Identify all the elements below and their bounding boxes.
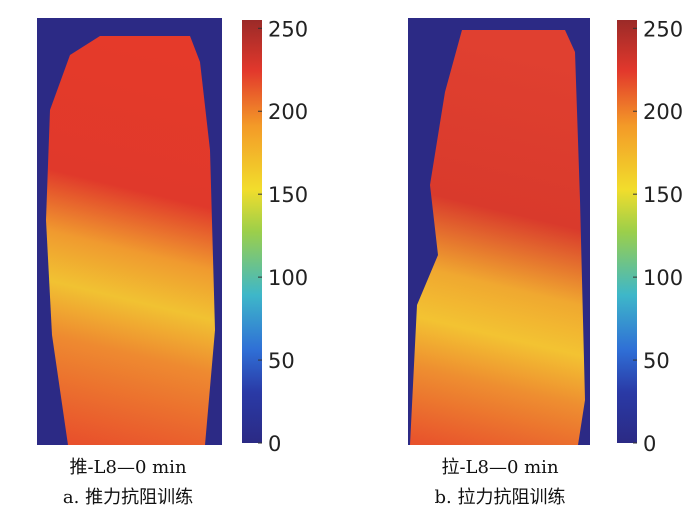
colorbar-tick-label: 150 bbox=[268, 183, 308, 207]
colorbar bbox=[242, 20, 262, 443]
colorbar bbox=[617, 20, 637, 443]
colorbar-tick-label: 200 bbox=[643, 100, 683, 124]
colorbar-tick-label: 150 bbox=[643, 183, 683, 207]
colorbar-tick-label: 0 bbox=[643, 432, 656, 456]
heatmap-b bbox=[408, 18, 590, 445]
caption: a. 推力抗阻训练 bbox=[63, 487, 193, 508]
colorbar-tick-label: 200 bbox=[268, 100, 308, 124]
heatmap-a bbox=[37, 18, 222, 445]
pressure-map bbox=[46, 36, 215, 445]
pressure-map bbox=[410, 30, 585, 445]
colorbar-tick-label: 50 bbox=[268, 349, 295, 373]
map-title: 拉-L8—0 min bbox=[441, 457, 558, 478]
colorbar-tick-label: 250 bbox=[643, 17, 683, 41]
colorbar-tick-label: 50 bbox=[643, 349, 670, 373]
map-title: 推-L8—0 min bbox=[69, 457, 186, 478]
colorbar-tick-label: 100 bbox=[643, 266, 683, 290]
colorbar-tick-label: 250 bbox=[268, 17, 308, 41]
colorbar-tick-label: 100 bbox=[268, 266, 308, 290]
caption: b. 拉力抗阻训练 bbox=[435, 487, 566, 508]
colorbar-tick-label: 0 bbox=[268, 432, 281, 456]
